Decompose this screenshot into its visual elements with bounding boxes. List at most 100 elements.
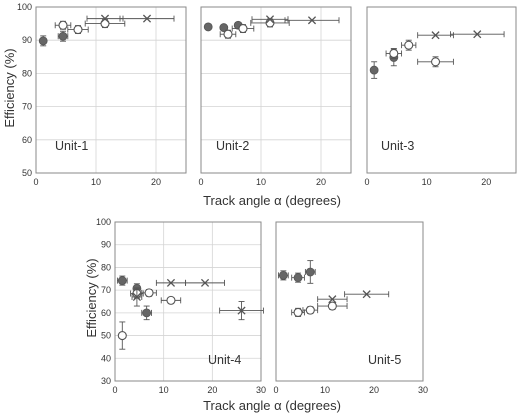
- data-point-x: [449, 30, 505, 39]
- y-tick-label: 40: [101, 353, 111, 363]
- open-circle-marker: [327, 301, 337, 311]
- plot-frame: [200, 6, 352, 174]
- y-tick-label: 90: [101, 240, 111, 250]
- x-tick-label: 0: [112, 385, 117, 395]
- data-point-filled-circle: [203, 22, 213, 32]
- x-marker: [473, 30, 482, 39]
- y-tick-label: 50: [101, 331, 111, 341]
- x-tick-label: 20: [369, 385, 379, 395]
- data-point-x: [185, 278, 225, 287]
- y-tick-label: 100: [17, 2, 32, 12]
- open-circle-marker: [117, 331, 127, 341]
- y-tick-label: 60: [101, 308, 111, 318]
- data-point-x: [317, 295, 348, 304]
- data-point-filled-circle: [278, 270, 289, 281]
- data-point-open-circle: [385, 48, 403, 59]
- unit-label: Unit-4: [208, 353, 241, 367]
- chart-panel-1: 50 60 70 80 90 100 0 10 20 Unit-1: [17, 2, 187, 187]
- open-circle-marker: [166, 295, 176, 305]
- data-point-filled-circle: [304, 260, 316, 284]
- chart-panel-5: 0 10 20 30 Unit-5: [273, 221, 428, 395]
- y-axis-title-bottom: Efficiency (%): [84, 258, 99, 337]
- y-tick-label: 80: [101, 262, 111, 272]
- chart-panel-4: 30 40 50 60 70 80 90 100 0 10 20 30 Unit-4: [96, 217, 266, 395]
- data-point-x: [251, 15, 289, 24]
- data-point-open-circle: [117, 321, 127, 350]
- data-point-open-circle: [231, 24, 255, 34]
- data-point-x: [131, 287, 143, 307]
- filled-circle-marker: [369, 65, 379, 75]
- data-point-open-circle: [54, 20, 72, 30]
- x-tick-label: 30: [256, 385, 266, 395]
- y-tick-label: 100: [96, 217, 111, 227]
- data-point-open-circle: [160, 295, 182, 305]
- filled-circle-marker: [305, 267, 315, 277]
- x-tick-label: 0: [33, 177, 38, 187]
- open-circle-marker: [430, 57, 441, 67]
- unit-label: Unit-1: [55, 139, 88, 153]
- y-tick-label: 50: [22, 168, 32, 178]
- open-circle-marker: [293, 307, 303, 317]
- x-tick-label: 20: [316, 177, 326, 187]
- open-circle-marker: [73, 25, 83, 35]
- data-point-open-circle: [417, 56, 454, 68]
- y-tick-label: 70: [22, 102, 32, 112]
- plot-frame: [114, 221, 262, 382]
- data-point-filled-circle: [116, 275, 128, 286]
- data-point-x: [86, 14, 124, 23]
- data-point-filled-circle: [57, 30, 69, 42]
- x-tick-label: 0: [364, 177, 369, 187]
- open-circle-marker: [223, 29, 233, 39]
- open-circle-marker: [238, 24, 248, 34]
- x-axis-title-bottom: Track angle α (degrees): [203, 398, 341, 413]
- x-tick-label: 20: [207, 385, 217, 395]
- unit-label: Unit-2: [216, 139, 249, 153]
- y-tick-label: 90: [22, 35, 32, 45]
- x-tick-label: 10: [256, 177, 266, 187]
- data-point-open-circle: [401, 39, 417, 51]
- data-point-filled-circle: [369, 61, 379, 79]
- x-marker: [328, 295, 337, 304]
- x-tick-label: 30: [418, 385, 428, 395]
- filled-circle-marker: [203, 22, 213, 32]
- open-circle-marker: [144, 288, 154, 298]
- x-tick-label: 0: [198, 177, 203, 187]
- plot-frame: [275, 221, 424, 382]
- data-point-x: [155, 278, 187, 287]
- data-point-x: [219, 301, 264, 321]
- plot-frame: [366, 6, 517, 174]
- x-tick-label: 10: [422, 177, 432, 187]
- data-point-filled-circle: [219, 23, 229, 32]
- x-marker: [265, 15, 275, 24]
- data-point-open-circle: [219, 29, 237, 39]
- x-marker: [132, 292, 141, 302]
- unit-label: Unit-3: [381, 139, 414, 153]
- y-tick-label: 70: [101, 285, 111, 295]
- data-point-open-circle: [317, 301, 348, 311]
- y-tick-label: 60: [22, 135, 32, 145]
- chart-panel-3: 0 10 20 Unit-3: [364, 6, 517, 187]
- data-point-filled-circle: [141, 305, 152, 321]
- x-marker: [166, 278, 176, 287]
- filled-circle-marker: [58, 31, 68, 41]
- filled-circle-marker: [219, 23, 229, 32]
- open-circle-marker: [58, 20, 68, 30]
- x-marker: [307, 16, 317, 25]
- x-marker: [237, 306, 246, 315]
- data-point-x: [119, 14, 175, 23]
- x-tick-label: 20: [151, 177, 161, 187]
- open-circle-marker: [404, 40, 414, 50]
- filled-circle-marker: [38, 36, 48, 46]
- data-point-open-circle: [141, 288, 157, 298]
- x-marker: [362, 290, 371, 299]
- filled-circle-marker: [278, 270, 288, 280]
- y-tick-label: 80: [22, 68, 32, 78]
- data-point-filled-circle: [38, 35, 48, 47]
- filled-circle-marker: [293, 273, 303, 283]
- data-point-x: [284, 16, 340, 25]
- filled-circle-marker: [142, 308, 152, 318]
- data-point-open-circle: [67, 25, 89, 35]
- data-point-filled-circle: [291, 272, 305, 283]
- unit-label: Unit-5: [368, 353, 401, 367]
